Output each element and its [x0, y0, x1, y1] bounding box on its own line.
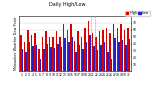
- Bar: [125, 45, 127, 71]
- Bar: [99, 31, 100, 71]
- Bar: [45, 31, 47, 71]
- Bar: [70, 24, 72, 71]
- Bar: [106, 28, 107, 71]
- Bar: [36, 45, 37, 71]
- Y-axis label: Milwaukee Weather Dew Point: Milwaukee Weather Dew Point: [14, 17, 18, 70]
- Bar: [29, 42, 30, 71]
- Bar: [111, 59, 112, 71]
- Bar: [72, 37, 73, 71]
- Bar: [129, 39, 130, 71]
- Bar: [86, 42, 87, 71]
- Bar: [116, 28, 118, 71]
- Bar: [20, 35, 22, 71]
- Bar: [25, 52, 27, 71]
- Bar: [79, 45, 80, 71]
- Bar: [47, 44, 48, 71]
- Bar: [124, 30, 125, 71]
- Bar: [32, 46, 34, 71]
- Bar: [81, 37, 82, 71]
- Bar: [93, 46, 95, 71]
- Bar: [27, 30, 29, 71]
- Bar: [89, 35, 91, 71]
- Bar: [92, 33, 93, 71]
- Bar: [88, 21, 89, 71]
- Bar: [50, 47, 52, 71]
- Bar: [24, 42, 25, 71]
- Bar: [57, 44, 59, 71]
- Bar: [42, 37, 43, 71]
- Bar: [43, 49, 45, 71]
- Bar: [74, 41, 75, 71]
- Bar: [122, 40, 123, 71]
- Bar: [22, 49, 23, 71]
- Bar: [77, 31, 79, 71]
- Bar: [118, 42, 120, 71]
- Bar: [100, 45, 102, 71]
- Bar: [54, 48, 55, 71]
- Bar: [40, 59, 41, 71]
- Bar: [114, 38, 116, 71]
- Bar: [102, 30, 104, 71]
- Bar: [52, 37, 54, 71]
- Bar: [64, 38, 66, 71]
- Bar: [84, 28, 86, 71]
- Bar: [49, 37, 50, 71]
- Text: Daily High/Low: Daily High/Low: [49, 2, 85, 7]
- Bar: [97, 50, 98, 71]
- Bar: [59, 37, 61, 71]
- Bar: [68, 42, 70, 71]
- Bar: [38, 49, 40, 71]
- Bar: [104, 42, 105, 71]
- Bar: [95, 37, 97, 71]
- Bar: [109, 33, 111, 71]
- Bar: [120, 24, 122, 71]
- Bar: [67, 30, 68, 71]
- Bar: [34, 33, 36, 71]
- Bar: [75, 52, 77, 71]
- Bar: [113, 24, 114, 71]
- Bar: [63, 24, 64, 71]
- Legend: High, Low: High, Low: [125, 11, 150, 16]
- Bar: [107, 52, 109, 71]
- Bar: [127, 28, 129, 71]
- Bar: [82, 49, 84, 71]
- Bar: [56, 31, 57, 71]
- Bar: [31, 35, 32, 71]
- Bar: [61, 47, 62, 71]
